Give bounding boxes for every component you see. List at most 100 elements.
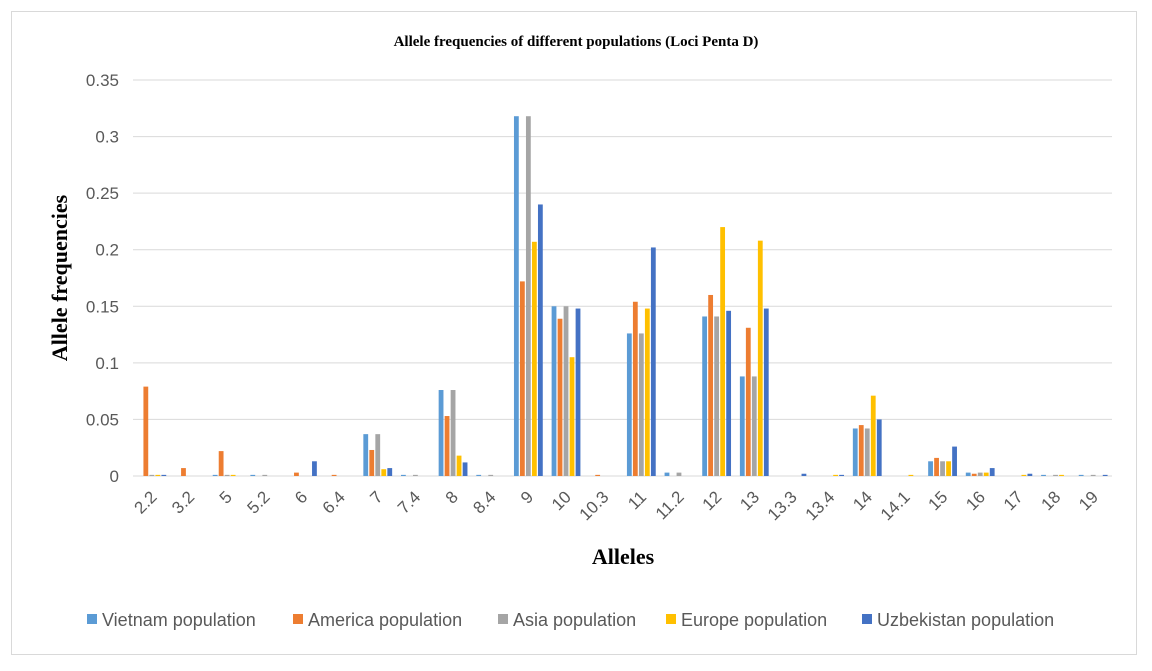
bar [363, 434, 369, 476]
legend-swatch [498, 614, 508, 624]
x-tick: 13.4 [802, 487, 839, 524]
bar [983, 472, 989, 476]
bar [551, 306, 557, 476]
x-tick: 11.2 [652, 487, 688, 523]
y-tick-label: 0.2 [95, 241, 119, 260]
bar [456, 455, 462, 476]
bar [488, 474, 494, 476]
x-tick: 12 [699, 487, 726, 514]
bar [989, 468, 995, 476]
bar [763, 308, 769, 476]
bar [1102, 474, 1108, 476]
x-tick: 10.3 [576, 487, 613, 524]
y-axis-ticks: 0 0.05 0.1 0.15 0.2 0.25 0.3 0.35 [86, 71, 119, 486]
x-tick-label: 7.4 [394, 487, 424, 517]
x-tick: 18 [1038, 487, 1065, 514]
bar [726, 310, 732, 476]
y-tick-label: 0.1 [95, 354, 119, 373]
legend-label: America population [308, 610, 462, 630]
x-tick-label: 2.2 [131, 487, 161, 517]
x-tick-label: 12 [699, 487, 726, 514]
x-tick: 10 [548, 487, 575, 514]
x-tick: 5.2 [243, 487, 273, 517]
bar [965, 472, 971, 476]
x-tick-label: 10 [548, 487, 575, 514]
bar [971, 473, 977, 476]
y-tick-label: 0.15 [86, 297, 119, 316]
bar [858, 425, 864, 476]
bar [745, 327, 751, 476]
bar [1059, 474, 1064, 476]
bar [312, 461, 317, 476]
bar [1090, 474, 1096, 476]
x-tick-label: 7 [366, 487, 386, 507]
x-tick-label: 11.2 [652, 487, 688, 523]
bar [664, 472, 670, 476]
bar [212, 474, 218, 476]
bar [375, 434, 381, 476]
x-tick-label: 14 [849, 487, 876, 514]
x-tick-label: 18 [1038, 487, 1065, 514]
legend-label: Vietnam population [102, 610, 256, 630]
x-tick-label: 10.3 [576, 487, 613, 524]
bar [702, 316, 708, 476]
bar [1041, 474, 1046, 476]
x-axis-ticks: 2.2 3.2 5 5.2 6 6.4 7 7.4 8 8.4 9 10 10.3 11 11.2 12 13 1… [131, 487, 1102, 524]
bar [369, 449, 375, 476]
bar [946, 461, 951, 476]
x-tick: 6 [291, 487, 311, 507]
bar [801, 473, 807, 476]
bar [644, 308, 650, 476]
bar [462, 462, 468, 476]
chart-title: Allele frequencies of different populati… [394, 34, 759, 50]
x-tick-label: 13.3 [764, 487, 801, 524]
bar [952, 446, 957, 476]
legend-swatch [862, 614, 872, 624]
bar [638, 333, 644, 476]
bar [450, 390, 456, 476]
x-tick: 15 [925, 487, 952, 514]
x-tick-label: 17 [1000, 487, 1027, 514]
bar [839, 474, 844, 476]
x-tick: 8.4 [469, 487, 499, 517]
y-tick-label: 0 [110, 467, 119, 486]
bar [714, 316, 720, 476]
x-tick-label: 5 [216, 487, 236, 507]
x-tick: 6.4 [319, 487, 349, 517]
bar [525, 116, 531, 477]
x-tick: 3.2 [168, 487, 198, 517]
bar [833, 474, 838, 476]
bar [401, 474, 406, 476]
bar [1021, 474, 1027, 476]
bar [632, 301, 638, 476]
legend-label: Uzbekistan population [877, 610, 1054, 630]
x-tick: 8 [442, 487, 462, 507]
x-tick: 2.2 [131, 487, 161, 517]
x-tick-label: 13.4 [802, 487, 839, 524]
x-tick: 14 [849, 487, 876, 514]
bar [531, 241, 537, 476]
bar [218, 451, 224, 476]
bar [676, 472, 682, 476]
legend-swatch [666, 614, 676, 624]
bar [563, 306, 569, 476]
bar [870, 395, 876, 476]
x-tick-label: 14.1 [877, 487, 914, 524]
chart-frame [11, 11, 1137, 655]
bar [852, 428, 858, 476]
x-axis-label: Alleles [592, 544, 655, 569]
x-tick: 7 [366, 487, 386, 507]
bar [757, 240, 763, 476]
bar [331, 474, 337, 476]
legend-swatch [293, 614, 303, 624]
x-tick: 17 [1000, 487, 1027, 514]
bar [569, 357, 575, 476]
bar [739, 376, 745, 476]
x-tick: 9 [517, 487, 537, 507]
y-tick-label: 0.3 [95, 128, 119, 147]
bar [876, 419, 882, 476]
bar [438, 390, 444, 476]
bars [143, 116, 1108, 477]
y-axis-label: Allele frequencies [47, 194, 72, 361]
y-tick-label: 0.25 [86, 184, 119, 203]
